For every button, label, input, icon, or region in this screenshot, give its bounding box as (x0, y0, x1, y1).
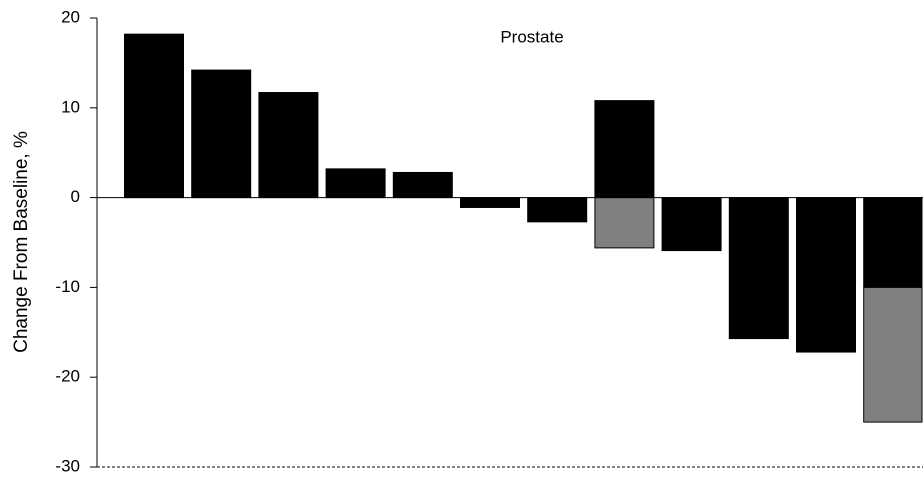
bar (661, 197, 722, 252)
bar (863, 286, 923, 423)
bar (728, 197, 789, 340)
y-tick-label: -20 (55, 367, 80, 386)
y-tick-label: -30 (55, 456, 80, 475)
bar (863, 197, 923, 288)
bar (258, 92, 319, 199)
y-tick-label: -10 (55, 277, 80, 296)
y-tick-label: 0 (71, 187, 80, 206)
bar (594, 197, 655, 249)
chart-title: Prostate (500, 27, 563, 46)
bar (191, 69, 252, 199)
bar (325, 168, 386, 199)
y-tick-label: 20 (61, 7, 80, 26)
bar (527, 197, 588, 223)
bar (460, 197, 520, 208)
bar (392, 171, 453, 199)
bar (796, 197, 856, 353)
y-tick-label: 10 (61, 97, 80, 116)
bar (124, 33, 184, 199)
bar (594, 100, 655, 199)
y-axis-title: Change From Baseline, % (11, 131, 32, 353)
